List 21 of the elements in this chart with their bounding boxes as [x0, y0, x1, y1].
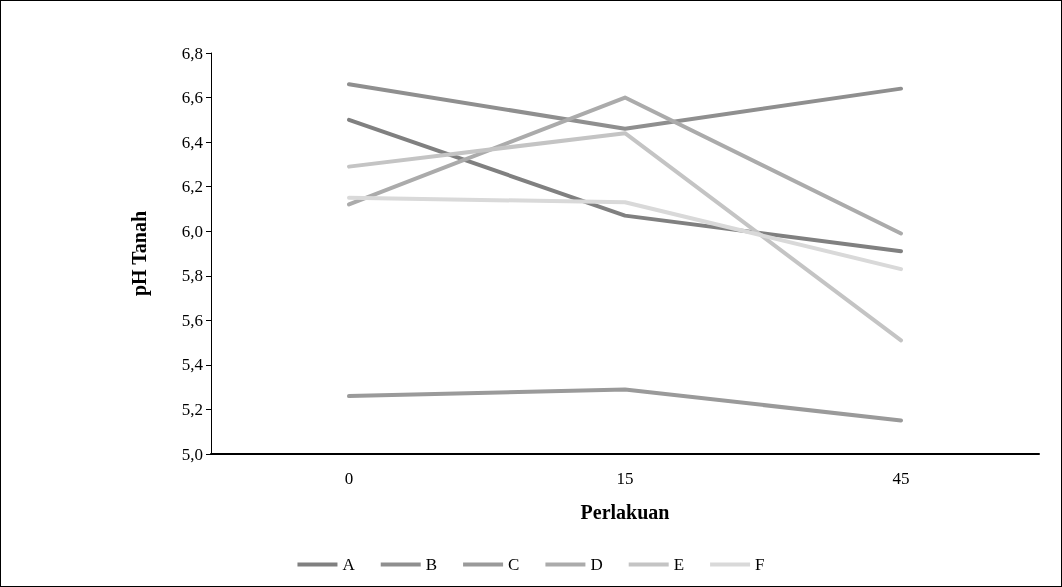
x-tick-label: 0 — [344, 469, 354, 488]
y-tick-label: 6,8 — [181, 43, 203, 63]
y-tick-label: 5,8 — [181, 266, 203, 286]
y-tick-label: 5,2 — [181, 399, 203, 419]
legend-label: B — [425, 555, 438, 574]
x-tick-label: 45 — [892, 469, 910, 488]
legend-label: A — [342, 555, 356, 574]
y-tick-label: 5,4 — [181, 355, 204, 375]
y-tick-label: 6,4 — [181, 132, 204, 152]
y-tick-label: 6,0 — [181, 221, 203, 241]
legend-label: C — [508, 555, 520, 574]
y-tick-label: 5,0 — [181, 444, 203, 464]
x-tick-label: 15 — [616, 469, 634, 488]
y-axis-title: pH Tanah — [128, 210, 151, 297]
y-tick-label: 6,6 — [181, 88, 203, 108]
y-tick-label: 6,2 — [181, 177, 203, 197]
legend-label: E — [673, 555, 685, 574]
y-tick-label: 5,6 — [181, 310, 203, 330]
x-axis-title: Perlakuan — [580, 501, 670, 523]
legend-label: D — [590, 555, 603, 574]
legend-label: F — [755, 555, 765, 574]
